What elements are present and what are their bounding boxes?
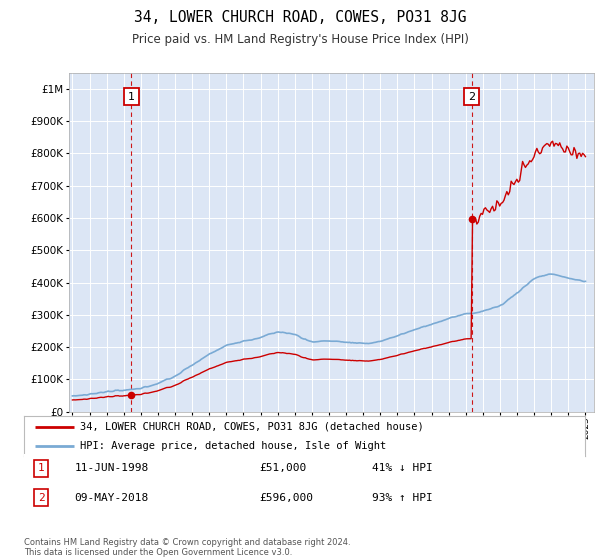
Text: 41% ↓ HPI: 41% ↓ HPI	[372, 463, 433, 473]
Text: 2: 2	[38, 493, 45, 503]
Text: HPI: Average price, detached house, Isle of Wight: HPI: Average price, detached house, Isle…	[80, 441, 386, 450]
Text: 1: 1	[128, 91, 135, 101]
Text: 1: 1	[38, 463, 45, 473]
Text: 34, LOWER CHURCH ROAD, COWES, PO31 8JG (detached house): 34, LOWER CHURCH ROAD, COWES, PO31 8JG (…	[80, 422, 424, 432]
Text: 34, LOWER CHURCH ROAD, COWES, PO31 8JG: 34, LOWER CHURCH ROAD, COWES, PO31 8JG	[134, 10, 466, 25]
Text: £596,000: £596,000	[260, 493, 314, 503]
Text: 09-MAY-2018: 09-MAY-2018	[74, 493, 149, 503]
Text: 11-JUN-1998: 11-JUN-1998	[74, 463, 149, 473]
Text: 93% ↑ HPI: 93% ↑ HPI	[372, 493, 433, 503]
Text: Price paid vs. HM Land Registry's House Price Index (HPI): Price paid vs. HM Land Registry's House …	[131, 33, 469, 46]
Text: Contains HM Land Registry data © Crown copyright and database right 2024.
This d: Contains HM Land Registry data © Crown c…	[24, 538, 350, 557]
Text: 2: 2	[469, 91, 475, 101]
Text: £51,000: £51,000	[260, 463, 307, 473]
